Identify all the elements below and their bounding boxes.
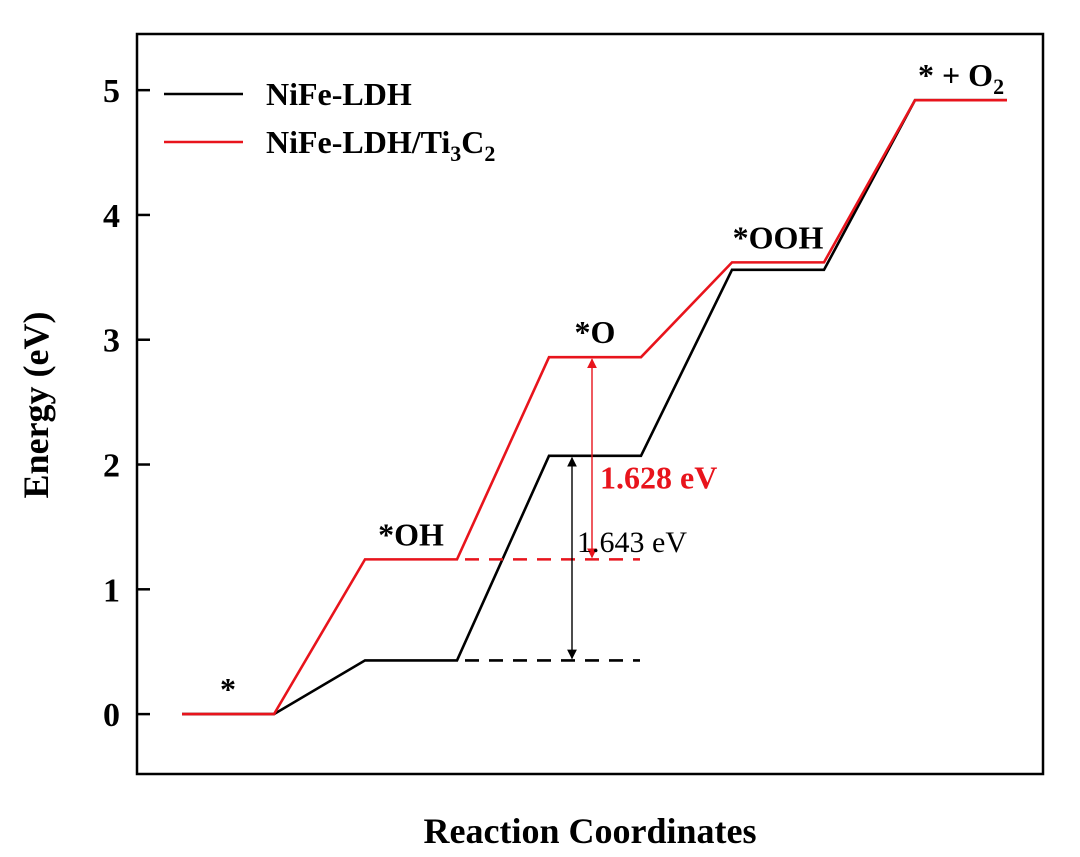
state-label: * (220, 671, 236, 707)
legend: NiFe-LDH NiFe-LDH/Ti3C2 (164, 76, 495, 166)
legend-label: NiFe-LDH/Ti3C2 (266, 124, 495, 166)
state-label: *OOH (733, 219, 824, 255)
energy-gap-label-black: 1.643 eV (577, 526, 687, 559)
y-tick-label: 2 (103, 448, 120, 485)
state-label: * + O2 (918, 57, 1004, 99)
y-axis-title: Energy (eV) (16, 312, 56, 499)
energy-gap-label-red: 1.628 eV (600, 459, 717, 495)
series-line-nife-ldh (182, 98, 1007, 716)
plot-frame (135, 32, 1045, 776)
y-tick-label: 5 (103, 73, 120, 110)
annotation-layer: 1.628 eV 1.643 eV (465, 358, 717, 662)
state-label: *OH (378, 516, 444, 552)
y-tick-label: 3 (103, 323, 120, 360)
y-tick-label: 1 (103, 572, 120, 609)
x-axis-title: Reaction Coordinates (424, 811, 757, 851)
legend-label: NiFe-LDH (266, 76, 412, 112)
state-label: *O (575, 314, 616, 350)
y-tick-label: 4 (103, 198, 120, 235)
series-line-nife-ldh-ti3c2 (182, 98, 1007, 716)
series-layer (182, 98, 1007, 716)
y-tick-label: 0 (103, 697, 120, 734)
state-label-layer: * *OH *O *OOH * + O2 (220, 57, 1004, 707)
y-axis: 0 1 2 3 4 5 (103, 73, 150, 734)
